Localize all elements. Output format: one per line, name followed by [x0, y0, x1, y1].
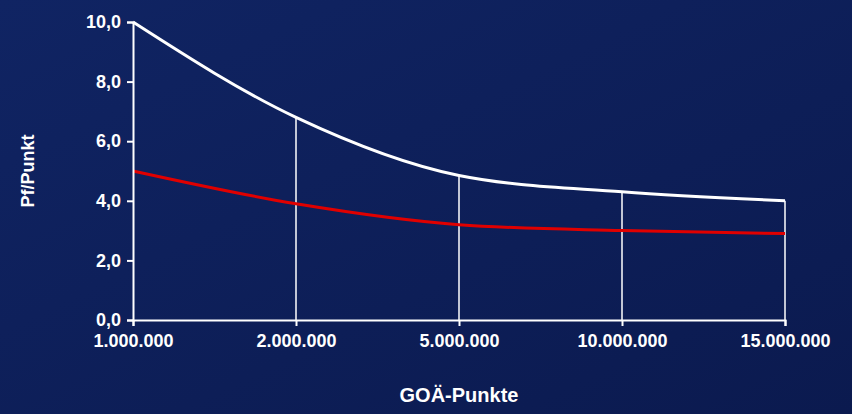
x-tick: 15.000.000	[740, 320, 830, 351]
x-tick-label: 2.000.000	[256, 331, 336, 351]
y-tick: 8,0	[96, 72, 133, 92]
y-tick: 2,0	[96, 251, 133, 271]
x-tick-label: 1.000.000	[93, 331, 173, 351]
drop-line	[458, 175, 460, 320]
drop-line	[784, 201, 786, 320]
x-tick: 10.000.000	[577, 320, 667, 351]
plot: 0,0 2,0 4,0 6,0 8,0 10,0 1.000.000 2.000.000 5.0…	[86, 12, 831, 351]
x-tick-mark	[622, 320, 624, 326]
y-tick: 10,0	[86, 12, 133, 32]
y-axis: 0,0 2,0 4,0 6,0 8,0 10,0	[86, 12, 134, 330]
x-tick-mark	[296, 320, 298, 326]
y-tick-label: 2,0	[96, 251, 121, 271]
drop-line	[621, 192, 623, 320]
series-line	[133, 171, 785, 234]
y-tick-label: 8,0	[96, 72, 121, 92]
x-axis: 1.000.000 2.000.000 5.000.000 10.000.000 15.…	[93, 320, 830, 351]
y-tick-mark	[127, 22, 133, 24]
series-line	[133, 22, 785, 201]
x-tick: 1.000.000	[93, 320, 173, 351]
y-tick-mark	[127, 320, 133, 322]
x-tick-mark	[459, 320, 461, 326]
x-tick-label: 10.000.000	[577, 331, 667, 351]
y-tick-mark	[127, 141, 133, 143]
y-tick-label: 4,0	[96, 191, 121, 211]
y-tick: 0,0	[96, 310, 133, 330]
x-tick: 2.000.000	[256, 320, 336, 351]
drop-line	[295, 117, 297, 320]
y-tick-mark	[127, 260, 133, 262]
y-tick-label: 0,0	[96, 310, 121, 330]
y-axis-title: Pf/Punkt	[18, 134, 38, 207]
marks	[133, 22, 785, 320]
y-tick: 4,0	[96, 191, 133, 211]
x-tick-mark	[785, 320, 787, 326]
x-tick: 5.000.000	[419, 320, 499, 351]
chart: 0,0 2,0 4,0 6,0 8,0 10,0 1.000.000 2.000.000 5.0…	[0, 0, 852, 414]
x-tick-label: 5.000.000	[419, 331, 499, 351]
x-axis-title: GOÄ-Punkte	[400, 384, 519, 406]
y-tick: 6,0	[96, 131, 133, 151]
y-axis-line	[127, 23, 134, 321]
y-tick-mark	[127, 200, 133, 202]
x-axis-line	[134, 321, 786, 327]
y-tick-label: 10,0	[86, 12, 121, 32]
y-tick-label: 6,0	[96, 131, 121, 151]
x-tick-mark	[133, 320, 135, 326]
y-tick-mark	[127, 81, 133, 83]
background	[0, 0, 852, 414]
x-tick-label: 15.000.000	[740, 331, 830, 351]
